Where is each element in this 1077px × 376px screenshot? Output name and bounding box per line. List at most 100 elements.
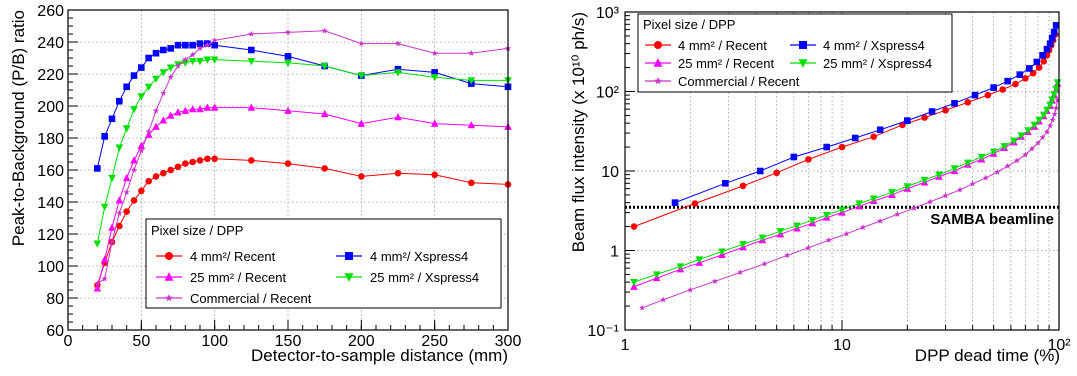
- legend-swatch-marker: [799, 41, 807, 49]
- pb-ratio-chart: 0 50 100 150 200 250 300 60 80 100 120 140 160 180 200…: [9, 3, 521, 365]
- tick-marks: [625, 15, 1050, 330]
- data-point: [431, 171, 438, 179]
- data-point: [159, 69, 168, 77]
- legend-entry-label: 25 mm² / Recent: [190, 270, 286, 285]
- data-point: [711, 277, 719, 284]
- data-point: [1050, 28, 1058, 36]
- data-point: [1004, 162, 1011, 169]
- legend-title: Pixel size / DPP: [151, 223, 243, 238]
- data-point: [430, 119, 439, 127]
- data-point: [94, 280, 101, 287]
- data-point: [182, 41, 189, 49]
- data-point: [204, 41, 211, 48]
- data-point: [1050, 91, 1058, 99]
- series-4: [639, 96, 1061, 311]
- data-point: [773, 169, 780, 177]
- data-point: [166, 64, 175, 72]
- data-point: [358, 173, 365, 180]
- data-point: [188, 105, 197, 113]
- data-point: [1035, 116, 1043, 124]
- data-point: [94, 165, 101, 172]
- legend-swatch-marker: [798, 59, 808, 68]
- data-point: [950, 165, 959, 173]
- legend-entry-label: 25 mm² / Recent: [678, 56, 774, 71]
- data-point: [394, 65, 402, 73]
- data-point: [145, 128, 152, 135]
- legend-swatch-marker: [654, 41, 662, 49]
- data-point: [115, 196, 124, 204]
- data-point: [284, 29, 292, 36]
- legend-swatch-marker: [165, 252, 173, 260]
- data-point: [101, 133, 108, 140]
- data-point: [1035, 64, 1043, 71]
- x-axis-label: Detector-to-sample distance (mm): [251, 346, 508, 365]
- data-point: [977, 153, 986, 162]
- data-point: [990, 84, 997, 91]
- data-point: [761, 260, 768, 267]
- data-point: [911, 204, 918, 211]
- data-point: [321, 165, 328, 172]
- legend-entry-label: 25 mm² / Xspress4: [823, 56, 932, 71]
- data-point: [1048, 96, 1056, 104]
- data-point: [687, 286, 694, 293]
- data-point: [1040, 57, 1047, 65]
- data-point: [174, 62, 182, 69]
- data-point: [805, 156, 812, 163]
- data-point: [639, 304, 646, 311]
- data-point: [1046, 40, 1054, 47]
- y-tick-label: 220: [37, 67, 64, 84]
- data-point: [1049, 116, 1056, 123]
- legend-swatch-marker: [164, 272, 174, 281]
- data-point: [784, 252, 791, 258]
- data-point: [203, 103, 212, 111]
- data-point: [189, 158, 196, 166]
- data-point: [189, 41, 196, 49]
- data-point: [630, 282, 638, 290]
- data-point: [144, 83, 153, 91]
- data-point: [1012, 80, 1019, 88]
- data-point: [468, 49, 475, 56]
- data-point: [1004, 77, 1011, 85]
- data-point: [100, 203, 109, 211]
- data-point: [1039, 111, 1048, 119]
- x-tick-label: 150: [275, 333, 302, 350]
- series-3: [630, 79, 1062, 287]
- y-tick-label: 10: [601, 164, 619, 181]
- data-point: [130, 166, 138, 173]
- data-point: [790, 153, 798, 161]
- tick-labels: 0 50 100 150 200 250 300 60 80 100 120 140 160 180 200…: [37, 3, 521, 350]
- data-point: [211, 41, 218, 49]
- data-point: [167, 73, 174, 80]
- legend: Pixel size / DPP 4 mm² / Recent 4 mm² / X…: [637, 13, 953, 93]
- data-point: [942, 192, 949, 199]
- legend-box: [637, 13, 953, 93]
- data-point: [284, 53, 292, 60]
- data-point: [160, 169, 167, 177]
- legend-entry-label: Commercial / Recent: [678, 74, 800, 89]
- data-point: [123, 208, 130, 215]
- data-point: [394, 69, 402, 77]
- data-point: [1022, 151, 1029, 158]
- y-tick-label: 140: [37, 195, 64, 212]
- data-point: [137, 93, 146, 101]
- data-point: [211, 155, 218, 163]
- data-point: [739, 182, 747, 190]
- data-point: [927, 198, 934, 205]
- data-point: [671, 199, 679, 206]
- data-point: [1043, 45, 1051, 53]
- data-point: [1046, 101, 1054, 109]
- data-point: [877, 217, 884, 224]
- data-point: [630, 279, 638, 287]
- data-point: [776, 228, 785, 236]
- data-point: [935, 171, 943, 179]
- data-point: [999, 86, 1006, 93]
- data-point: [951, 100, 958, 107]
- data-point: [138, 147, 145, 154]
- data-point: [247, 58, 256, 66]
- data-point: [994, 168, 1001, 175]
- data-point: [1043, 106, 1051, 114]
- data-point: [93, 240, 102, 248]
- data-point: [284, 106, 292, 114]
